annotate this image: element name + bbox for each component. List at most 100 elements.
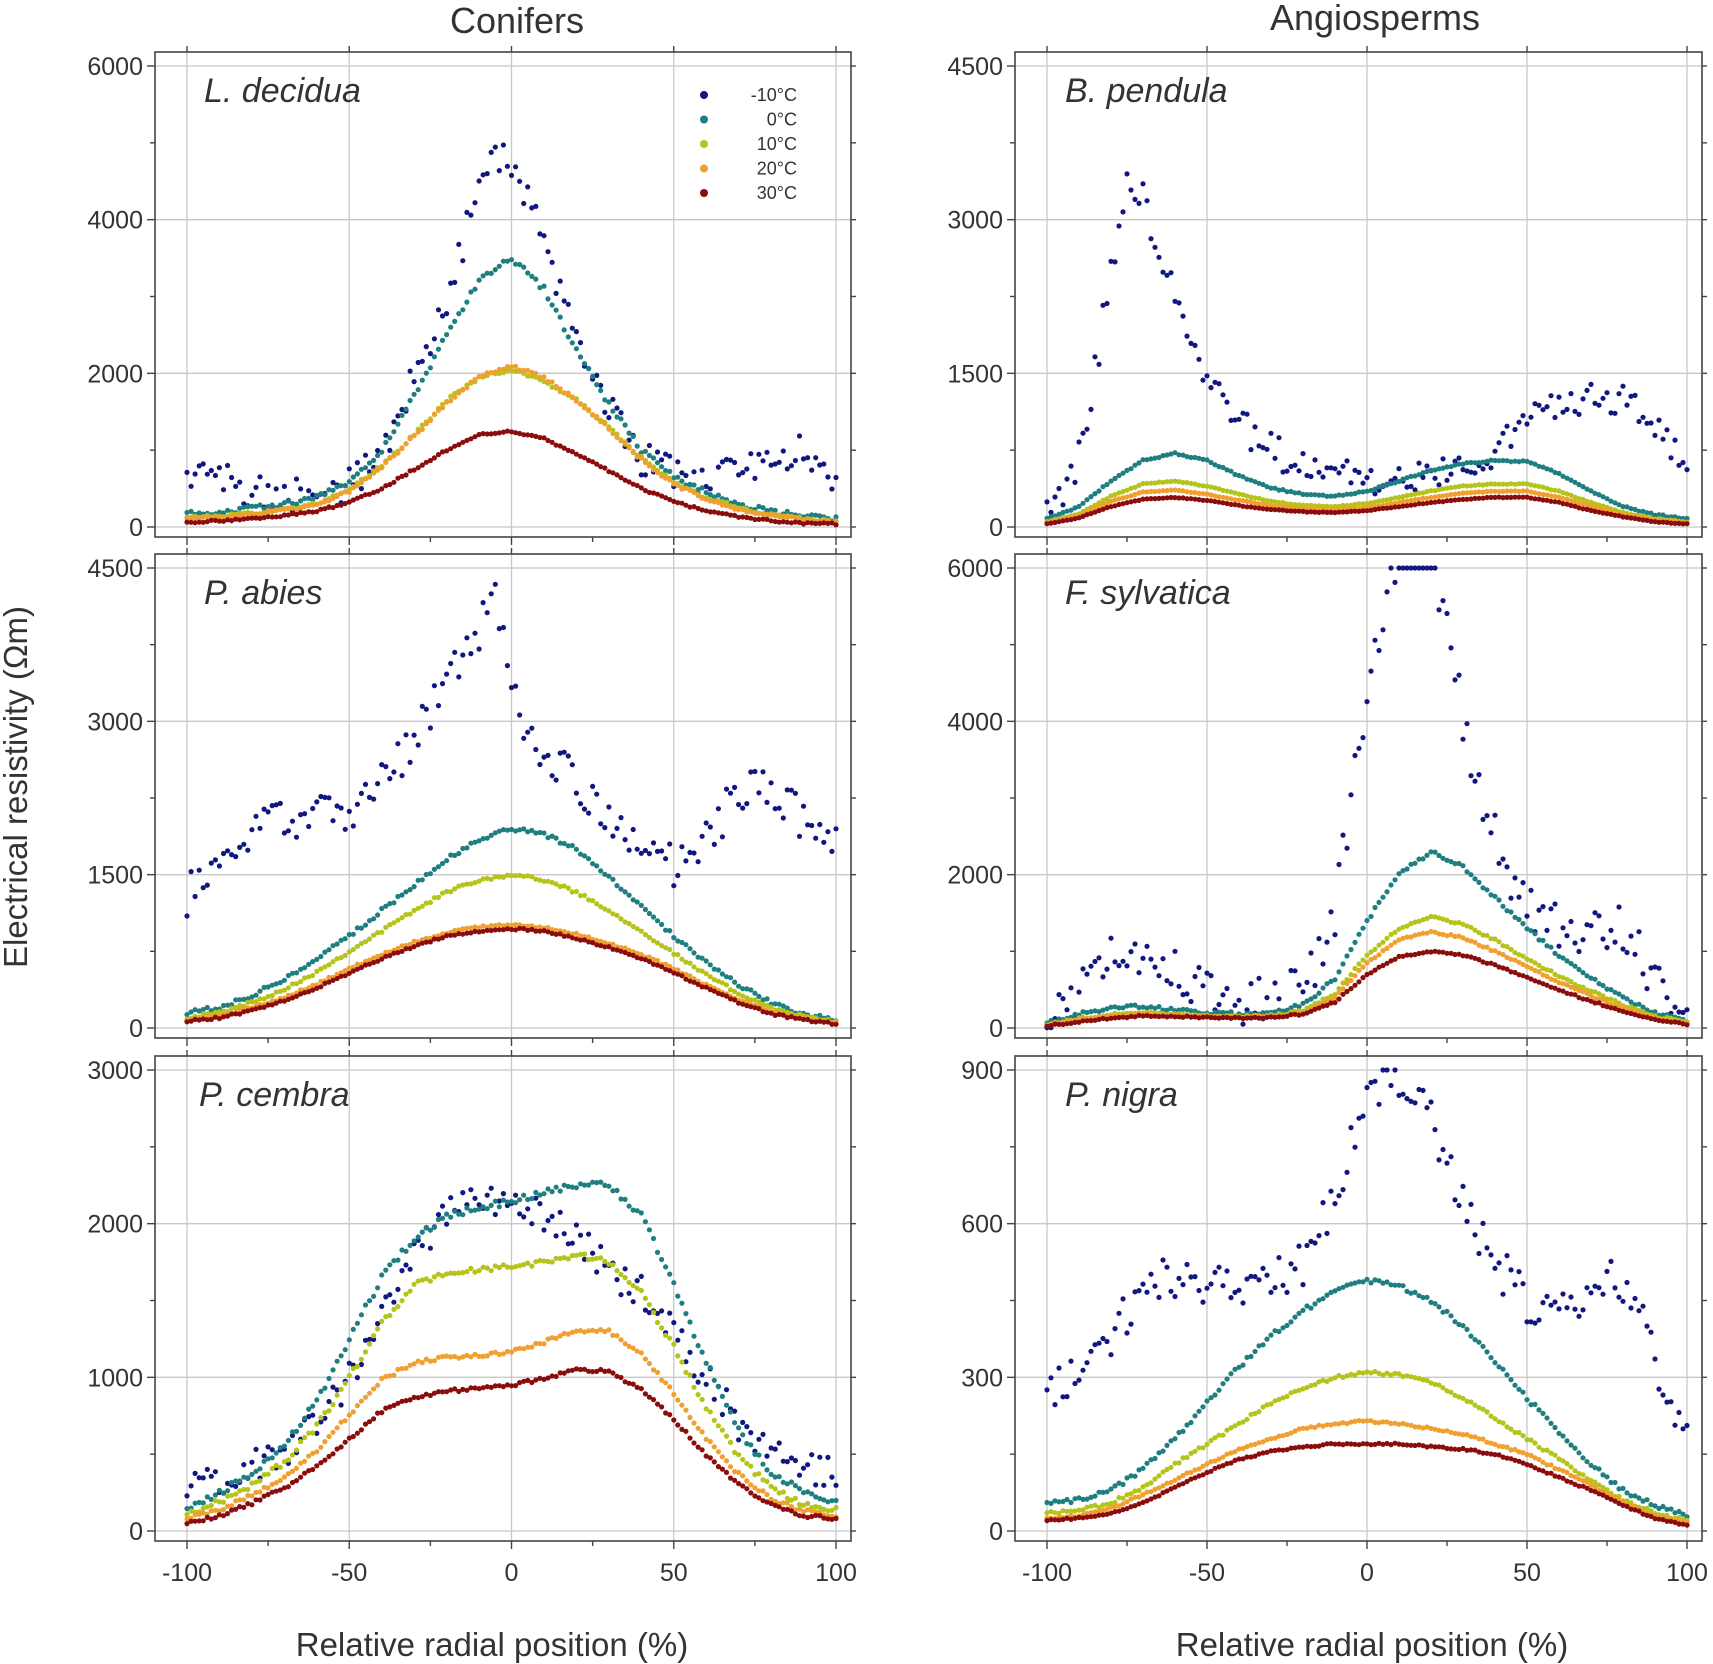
data-point <box>492 1349 498 1355</box>
data-point <box>314 968 320 975</box>
data-point <box>513 368 519 374</box>
data-point <box>541 1376 547 1382</box>
data-point <box>764 449 770 455</box>
data-point <box>314 509 320 515</box>
data-point <box>1492 962 1498 968</box>
series-0°C <box>184 1179 839 1512</box>
data-point <box>1600 503 1606 509</box>
data-point <box>350 968 356 974</box>
data-point <box>1640 971 1646 977</box>
data-point <box>1244 504 1250 510</box>
data-point <box>1484 1349 1490 1355</box>
data-point <box>1572 1306 1578 1312</box>
data-point <box>1340 502 1346 509</box>
data-point <box>1460 496 1466 502</box>
data-point <box>659 848 665 854</box>
data-point <box>1464 1432 1470 1438</box>
data-point <box>435 936 442 942</box>
data-point <box>1532 960 1538 966</box>
data-point <box>484 171 490 177</box>
data-point <box>1544 1447 1550 1453</box>
data-point <box>1300 1000 1306 1006</box>
data-point <box>829 848 835 855</box>
series-0°C <box>184 257 839 524</box>
data-point <box>1128 485 1134 491</box>
data-point <box>1224 1014 1230 1021</box>
data-point <box>1328 1289 1334 1295</box>
data-point <box>1060 1508 1066 1514</box>
data-point <box>809 1019 815 1025</box>
data-point <box>285 1471 291 1477</box>
data-point <box>1264 502 1270 508</box>
data-point <box>1456 491 1462 497</box>
data-point <box>1392 504 1398 510</box>
data-point <box>1308 1008 1314 1014</box>
data-point <box>1540 1410 1546 1416</box>
data-point <box>517 1263 523 1269</box>
data-point <box>760 1005 766 1011</box>
data-point <box>1364 475 1370 481</box>
data-point <box>399 892 405 898</box>
data-point <box>1224 488 1230 494</box>
data-point <box>1144 198 1150 204</box>
data-point <box>334 975 340 982</box>
data-point <box>727 1475 734 1481</box>
data-point <box>419 1243 425 1249</box>
data-point <box>590 1327 596 1333</box>
data-point <box>1104 1501 1110 1507</box>
data-point <box>650 914 657 920</box>
data-point <box>776 1011 782 1018</box>
data-point <box>1564 406 1570 412</box>
data-point <box>253 813 259 819</box>
data-point <box>602 409 608 415</box>
data-point <box>569 325 575 331</box>
data-point <box>1240 474 1246 480</box>
data-point <box>403 472 409 478</box>
data-point <box>1548 1420 1554 1426</box>
data-point <box>1164 488 1170 494</box>
data-point <box>1448 919 1454 925</box>
data-point <box>675 474 681 480</box>
data-point <box>1604 510 1610 517</box>
data-point <box>537 928 543 934</box>
data-point <box>220 1499 227 1505</box>
data-point <box>1580 970 1586 976</box>
data-point <box>675 482 681 489</box>
data-point <box>407 1288 413 1294</box>
data-point <box>679 1328 685 1334</box>
data-point <box>1268 498 1274 504</box>
data-point <box>508 926 515 933</box>
data-point <box>1100 484 1106 490</box>
data-point <box>1516 494 1522 500</box>
data-point <box>261 806 267 812</box>
data-point <box>1572 499 1578 505</box>
data-point <box>1264 995 1270 1001</box>
data-point <box>732 1477 738 1483</box>
data-point <box>281 483 287 489</box>
data-point <box>1284 1431 1290 1438</box>
data-point <box>1584 387 1590 393</box>
data-point <box>1052 1510 1058 1516</box>
data-point <box>277 980 283 986</box>
data-point <box>1360 1113 1366 1119</box>
data-point <box>472 200 478 206</box>
data-point <box>1444 917 1450 924</box>
data-point <box>1372 946 1378 952</box>
data-point <box>1060 996 1066 1002</box>
data-point <box>1268 1401 1274 1407</box>
series--10°C <box>184 581 839 919</box>
data-point <box>1520 880 1526 886</box>
data-point <box>484 835 490 841</box>
data-point <box>1592 501 1598 507</box>
data-point <box>1220 1009 1226 1015</box>
data-point <box>622 1341 628 1347</box>
data-point <box>1064 1394 1070 1400</box>
data-point <box>1256 1343 1262 1349</box>
data-point <box>553 1255 559 1261</box>
data-point <box>488 431 494 437</box>
data-point <box>476 1202 482 1208</box>
data-point <box>1644 517 1650 524</box>
data-point <box>1408 1290 1414 1296</box>
data-point <box>614 883 620 889</box>
data-point <box>1112 1509 1118 1515</box>
